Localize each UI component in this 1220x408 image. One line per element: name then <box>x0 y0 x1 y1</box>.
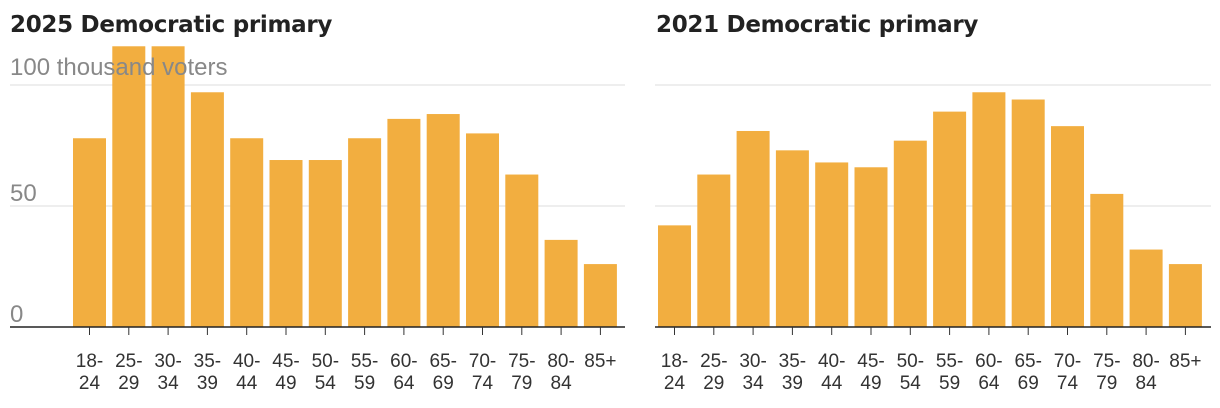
x-tick-label-50-54: 50-54 <box>312 351 339 394</box>
bar-70-74 <box>1051 126 1084 327</box>
bar-75-79 <box>1090 193 1124 327</box>
chart-title-2021: 2021 Democratic primary <box>656 12 979 38</box>
bar-50-54 <box>893 140 927 327</box>
bar-40-44 <box>230 138 264 327</box>
x-tick-label-40-44: 40-44 <box>818 351 845 394</box>
x-tick-label-60-64: 60-64 <box>390 351 417 394</box>
x-tick-label-55-59: 55-59 <box>351 351 378 394</box>
x-tick-label-55-59: 55-59 <box>936 351 963 394</box>
bar-45-49 <box>269 160 303 327</box>
x-tick-label-30-34: 30-34 <box>154 351 181 394</box>
bar-50-54 <box>308 160 342 327</box>
x-tick-label-25-29: 25-29 <box>700 351 727 394</box>
bar-25-29 <box>697 174 731 327</box>
chart-2021: 18-24 25-29 30-34 35-39 40-44 45-49 50-54 55-59… <box>655 84 1211 394</box>
y-tick-label-0: 0 <box>10 301 23 328</box>
chart-title-2025: 2025 Democratic primary <box>10 12 333 38</box>
x-tick-label-70-74: 70-74 <box>469 351 496 394</box>
bar-60-64 <box>972 92 1006 327</box>
bar-30-34 <box>736 130 770 327</box>
bar-65-69 <box>426 114 460 327</box>
x-tick-label-40-44: 40-44 <box>233 351 260 394</box>
x-tick-label-45-49: 45-49 <box>857 351 884 394</box>
bar-55-59 <box>933 111 967 328</box>
x-tick-label-80-84: 80-84 <box>1132 351 1159 394</box>
bar-40-44 <box>815 162 849 327</box>
bar-25-29 <box>112 46 146 327</box>
bar-75-79 <box>505 174 539 327</box>
x-tick-label-65-69: 65-69 <box>1014 351 1041 394</box>
chart-2025: 0 50 100 thousand voters 18-24 25-29 30-34 35-… <box>10 46 625 394</box>
bar-80-84 <box>544 239 578 327</box>
bar-60-64 <box>387 118 421 327</box>
x-tick-label-75-79: 75-79 <box>508 351 535 394</box>
y-axis-label: 100 thousand voters <box>10 54 228 81</box>
x-tick-label-85+: 85+ <box>1169 351 1201 372</box>
x-tick-label-35-39: 35-39 <box>779 351 806 394</box>
bar-65-69 <box>1011 99 1045 328</box>
bar-35-39 <box>190 92 224 327</box>
bar-85+ <box>1168 264 1202 327</box>
bar-55-59 <box>348 138 382 327</box>
x-tick-label-80-84: 80-84 <box>547 351 574 394</box>
x-tick-label-85+: 85+ <box>584 351 616 372</box>
x-tick-label-18-24: 18-24 <box>661 351 688 394</box>
bar-18-24 <box>73 138 106 327</box>
bar-35-39 <box>775 150 809 327</box>
bar-70-74 <box>466 133 499 327</box>
x-tick-label-50-54: 50-54 <box>897 351 924 394</box>
bar-85+ <box>583 264 617 327</box>
x-tick-label-45-49: 45-49 <box>272 351 299 394</box>
x-tick-label-65-69: 65-69 <box>429 351 456 394</box>
bar-30-34 <box>151 46 185 327</box>
y-tick-label-50: 50 <box>10 180 37 207</box>
x-tick-label-70-74: 70-74 <box>1054 351 1081 394</box>
x-tick-label-30-34: 30-34 <box>739 351 766 394</box>
x-tick-label-60-64: 60-64 <box>975 351 1002 394</box>
x-tick-label-75-79: 75-79 <box>1093 351 1120 394</box>
x-tick-label-25-29: 25-29 <box>115 351 142 394</box>
x-tick-label-35-39: 35-39 <box>194 351 221 394</box>
x-tick-label-18-24: 18-24 <box>76 351 103 394</box>
bar-45-49 <box>854 167 888 327</box>
bar-18-24 <box>658 225 691 327</box>
bar-80-84 <box>1129 249 1163 327</box>
